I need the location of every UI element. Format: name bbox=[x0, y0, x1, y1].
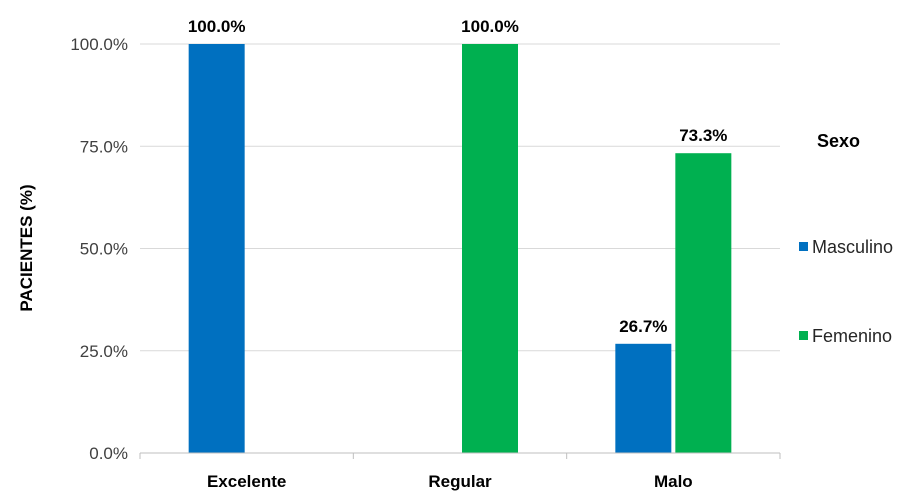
y-tick-labels: 0.0% 25.0% 50.0% 75.0% 100.0% bbox=[70, 35, 128, 463]
x-tick-label: Regular bbox=[428, 472, 492, 491]
y-tick-label: 25.0% bbox=[80, 342, 128, 361]
legend-label-femenino: Femenino bbox=[812, 326, 892, 346]
y-tick-label: 0.0% bbox=[89, 444, 128, 463]
data-label: 73.3% bbox=[679, 126, 727, 145]
bar-femenino-malo bbox=[675, 153, 732, 453]
legend-swatch-masculino bbox=[799, 242, 808, 251]
bar-masculino-malo bbox=[615, 343, 672, 453]
data-labels: 100.0% 100.0% 26.7% 73.3% bbox=[188, 17, 728, 336]
data-label: 26.7% bbox=[619, 317, 667, 336]
x-tick-label: Excelente bbox=[207, 472, 286, 491]
bar-masculino-excelente bbox=[188, 44, 245, 453]
data-label: 100.0% bbox=[461, 17, 519, 36]
bar-femenino-regular bbox=[462, 44, 518, 453]
legend: Sexo Masculino Femenino bbox=[799, 131, 893, 346]
data-label: 100.0% bbox=[188, 17, 246, 36]
y-tick-label: 75.0% bbox=[80, 137, 128, 156]
legend-label-masculino: Masculino bbox=[812, 237, 893, 257]
y-tick-label: 100.0% bbox=[70, 35, 128, 54]
y-axis-label: PACIENTES (%) bbox=[17, 184, 36, 311]
y-tick-label: 50.0% bbox=[80, 240, 128, 259]
bars bbox=[188, 44, 732, 453]
x-axis: Excelente Regular Malo bbox=[139, 452, 781, 491]
gridlines bbox=[140, 43, 780, 352]
x-tick-label: Malo bbox=[654, 472, 693, 491]
legend-title: Sexo bbox=[817, 131, 860, 151]
legend-swatch-femenino bbox=[799, 331, 808, 340]
